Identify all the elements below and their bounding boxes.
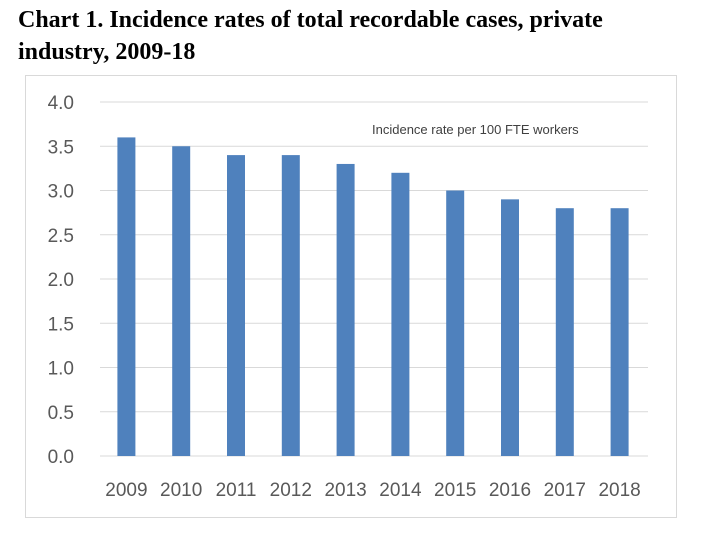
series-annotation: Incidence rate per 100 FTE workers [372, 122, 579, 137]
chart-title: Chart 1. Incidence rates of total record… [18, 4, 698, 68]
y-tick-label: 1.5 [48, 314, 74, 335]
bar [610, 208, 629, 456]
bar [117, 137, 136, 456]
bars [117, 137, 629, 457]
bar [227, 155, 245, 456]
x-tick-label: 2016 [489, 480, 531, 501]
x-tick-label: 2015 [434, 480, 476, 501]
x-tick-label: 2013 [324, 480, 366, 501]
y-tick-label: 0.0 [48, 447, 74, 468]
y-tick-label: 4.0 [48, 93, 74, 114]
x-axis-tick-labels: 2009 2010 2011 2012 2013 2014 2015 2016 2017 2018 [105, 480, 640, 501]
x-tick-label: 2014 [379, 480, 422, 501]
y-tick-label: 2.0 [48, 270, 74, 291]
y-tick-label: 3.0 [48, 182, 74, 203]
bar [336, 163, 355, 456]
bar [501, 199, 519, 456]
x-tick-label: 2009 [105, 480, 147, 501]
chart-title-line-2: industry, 2009-18 [18, 39, 196, 65]
x-tick-label: 2018 [598, 480, 640, 501]
bar [555, 208, 574, 456]
x-tick-label: 2012 [270, 480, 312, 501]
y-tick-label: 1.0 [48, 359, 74, 380]
y-axis-tick-labels: 0.0 0.5 1.0 1.5 2.0 2.5 3.0 3.5 4.0 [48, 93, 74, 468]
bar [281, 155, 300, 456]
x-tick-label: 2010 [160, 480, 202, 501]
y-tick-label: 2.5 [48, 226, 74, 247]
y-tick-label: 0.5 [48, 403, 74, 424]
bar [391, 172, 410, 457]
x-tick-label: 2017 [544, 480, 586, 501]
y-tick-label: 3.5 [48, 137, 74, 158]
annotation-background [350, 115, 646, 145]
bar [446, 190, 465, 456]
bar [172, 146, 191, 456]
chart-title-line-1: Chart 1. Incidence rates of total record… [18, 7, 603, 33]
x-tick-label: 2011 [216, 480, 257, 501]
